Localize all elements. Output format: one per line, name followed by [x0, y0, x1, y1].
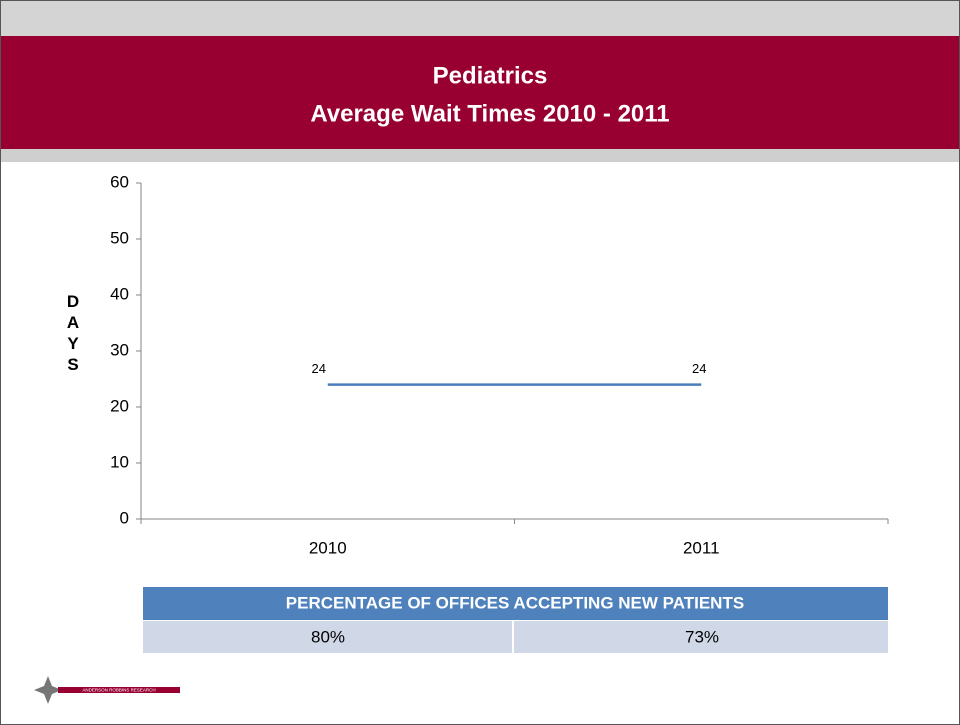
y-tick-label: 40	[110, 284, 129, 303]
x-tick-label: 2010	[309, 538, 347, 557]
title-line: Average Wait Times 2010 - 2011	[310, 100, 669, 127]
y-tick-label: 10	[110, 452, 129, 471]
table-cell: 73%	[685, 627, 719, 646]
top-band	[1, 1, 959, 36]
logo-bar	[58, 687, 180, 693]
data-label: 24	[312, 361, 326, 376]
title-line: Pediatrics	[433, 62, 548, 89]
x-tick-label: 2011	[683, 538, 720, 557]
logo-text: ANDERSON ROBBINS RESEARCH	[82, 688, 155, 693]
title-band	[1, 36, 959, 149]
y-tick-label: 30	[110, 340, 129, 359]
table-cell: 80%	[311, 627, 345, 646]
y-tick-label: 50	[110, 228, 129, 247]
y-tick-label: 60	[110, 172, 129, 191]
logo-icon	[34, 676, 62, 704]
logo: ANDERSON ROBBINS RESEARCH	[34, 676, 180, 704]
data-label: 24	[692, 361, 706, 376]
y-tick-label: 20	[110, 396, 129, 415]
table-cell-bg	[514, 621, 888, 653]
sub-band	[1, 149, 959, 162]
y-tick-label: 0	[120, 508, 129, 527]
table-header: PERCENTAGE OF OFFICES ACCEPTING NEW PATI…	[286, 593, 744, 612]
table-header-bg	[143, 587, 888, 620]
table-cell-bg	[143, 621, 512, 653]
